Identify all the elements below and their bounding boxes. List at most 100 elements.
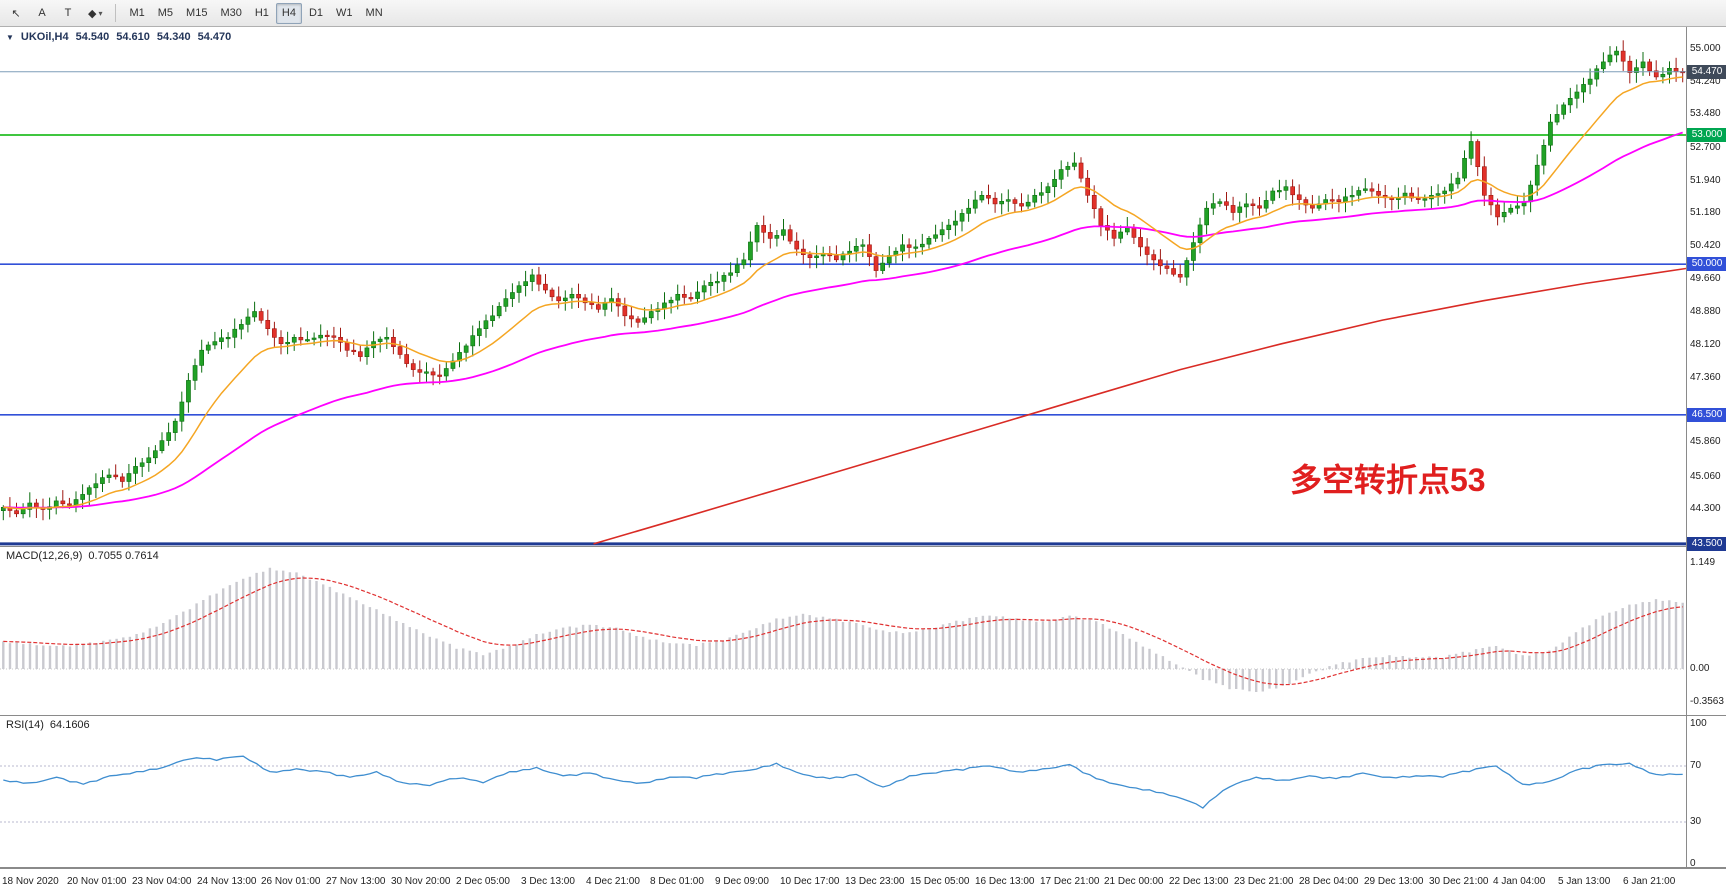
- timeframe-button-h4[interactable]: H4: [275, 2, 302, 24]
- cursor-tool-button[interactable]: ↖: [4, 3, 28, 24]
- toolbar-separator: [115, 4, 117, 22]
- macd-chart-canvas[interactable]: [0, 547, 1686, 715]
- time-axis-label: 9 Dec 09:00: [715, 876, 769, 887]
- price-axis-label: 48.880: [1690, 306, 1721, 317]
- price-badge-53.000: 53.000: [1687, 128, 1726, 142]
- time-axis[interactable]: 18 Nov 2020 20 Nov 01:00 23 Nov 04:00 24 No…: [0, 868, 1726, 894]
- macd-values: 0.7055 0.7614: [88, 550, 159, 562]
- time-axis-label: 5 Jan 13:00: [1558, 876, 1611, 887]
- time-axis-label: 3 Dec 13:00: [521, 876, 575, 887]
- rsi-chart-canvas[interactable]: [0, 716, 1686, 867]
- macd-axis-label: 0.00: [1690, 663, 1710, 674]
- price-axis-label: 45.060: [1690, 471, 1721, 482]
- time-axis-label: 10 Dec 17:00: [780, 876, 840, 887]
- time-axis-label: 27 Nov 13:00: [326, 876, 386, 887]
- chevron-down-icon: ▾: [98, 8, 103, 18]
- macd-axis-label: -0.3563: [1690, 696, 1724, 707]
- time-axis-label: 16 Dec 13:00: [975, 876, 1035, 887]
- timeframe-button-m15[interactable]: M15: [180, 3, 213, 24]
- time-axis-label: 13 Dec 23:00: [845, 876, 905, 887]
- rsi-panel[interactable]: RSI(14) 64.1606: [0, 716, 1726, 868]
- ma-fast-line: [3, 76, 1683, 510]
- rsi-axis-label: 100: [1690, 718, 1707, 729]
- price-chart-canvas[interactable]: [0, 27, 1686, 546]
- timeframe-button-d1[interactable]: D1: [303, 3, 329, 24]
- rsi-value: 64.1606: [49, 719, 90, 731]
- price-axis-label: 52.700: [1690, 142, 1721, 153]
- rsi-label: RSI(14) 64.1606: [6, 719, 90, 731]
- time-axis-label: 4 Jan 04:00: [1493, 876, 1546, 887]
- price-badge-54.470: 54.470: [1687, 65, 1726, 79]
- price-axis-label: 50.420: [1690, 240, 1721, 251]
- ohlc-high: 54.610: [116, 31, 150, 43]
- macd-name: MACD(12,26,9): [6, 550, 83, 562]
- time-axis-label: 30 Nov 20:00: [391, 876, 451, 887]
- time-axis-label: 8 Dec 01:00: [650, 876, 704, 887]
- rsi-axis-label: 30: [1690, 816, 1702, 827]
- price-badge-50.000: 50.000: [1687, 257, 1726, 271]
- price-axis-label: 51.180: [1690, 207, 1721, 218]
- rsi-line: [3, 755, 1683, 809]
- timeframe-button-h1[interactable]: H1: [249, 3, 275, 24]
- ohlc-close: 54.470: [197, 31, 232, 43]
- macd-axis-label: 1.149: [1690, 557, 1716, 568]
- time-axis-label: 18 Nov 2020: [2, 876, 59, 887]
- price-badge-46.500: 46.500: [1687, 408, 1726, 422]
- text-tool-icon: A: [38, 7, 46, 19]
- toolbar: ↖ A T ◆ ▾ M1 M5 M15 M30 H1 H4 D1 W1 MN: [0, 0, 1726, 27]
- rsi-name: RSI(14): [6, 719, 44, 731]
- price-axis-label: 55.000: [1690, 43, 1721, 54]
- cursor-icon: ↖: [11, 7, 21, 20]
- price-axis-label: 45.860: [1690, 436, 1721, 447]
- timeframe-button-m30[interactable]: M30: [214, 3, 247, 24]
- ohlc-open: 54.540: [75, 31, 110, 43]
- symbol-dropdown-icon[interactable]: ▼: [6, 32, 14, 42]
- time-axis-label: 29 Dec 13:00: [1364, 876, 1424, 887]
- timeframe-button-mn[interactable]: MN: [360, 3, 389, 24]
- time-axis-label: 23 Dec 21:00: [1234, 876, 1294, 887]
- symbol-name: UKOil,H4: [20, 31, 69, 43]
- time-axis-label: 23 Nov 04:00: [132, 876, 192, 887]
- time-axis-label: 22 Dec 13:00: [1169, 876, 1229, 887]
- time-axis-label: 26 Nov 01:00: [261, 876, 321, 887]
- ma-medium-line: [3, 131, 1683, 509]
- symbol-info: ▼ UKOil,H4 54.540 54.610 54.340 54.470: [6, 31, 231, 43]
- timeframe-button-m1[interactable]: M1: [123, 3, 150, 24]
- price-axis-label: 44.300: [1690, 503, 1721, 514]
- price-axis-label: 51.940: [1690, 175, 1721, 186]
- time-axis-label: 15 Dec 05:00: [910, 876, 970, 887]
- price-panel[interactable]: ▼ UKOil,H4 54.540 54.610 54.340 54.470 多…: [0, 27, 1726, 547]
- price-axis-label: 53.480: [1690, 108, 1721, 119]
- chart-annotation-text[interactable]: 多空转折点53: [1290, 462, 1486, 498]
- price-badge-43.500: 43.500: [1687, 537, 1726, 551]
- time-axis-label: 20 Nov 01:00: [67, 876, 127, 887]
- time-axis-label: 6 Jan 21:00: [1623, 876, 1676, 887]
- time-axis-label: 17 Dec 21:00: [1040, 876, 1100, 887]
- timeframe-button-m5[interactable]: M5: [152, 3, 179, 24]
- time-axis-label: 24 Nov 13:00: [197, 876, 257, 887]
- time-axis-label: 4 Dec 21:00: [586, 876, 640, 887]
- timeframe-group: M1 M5 M15 M30 H1 H4 D1 W1 MN: [123, 2, 389, 24]
- shapes-tool-button[interactable]: ◆ ▾: [82, 3, 108, 24]
- price-axis-label: 49.660: [1690, 273, 1721, 284]
- text-label-tool-button[interactable]: T: [56, 3, 80, 24]
- price-axis[interactable]: 55.000 54.240 53.480 52.700 51.940 51.180 50.4…: [1686, 27, 1726, 869]
- ohlc-low: 54.340: [156, 31, 191, 43]
- time-axis-label: 28 Dec 04:00: [1299, 876, 1359, 887]
- macd-panel[interactable]: MACD(12,26,9) 0.7055 0.7614: [0, 547, 1726, 716]
- price-axis-label: 47.360: [1690, 372, 1721, 383]
- rsi-axis-label: 0: [1690, 858, 1696, 869]
- shapes-icon: ◆: [88, 7, 97, 20]
- rsi-axis-label: 70: [1690, 760, 1702, 771]
- ma-slow-line: [593, 267, 1686, 545]
- time-axis-label: 2 Dec 05:00: [456, 876, 510, 887]
- text-label-icon: T: [64, 7, 72, 19]
- time-axis-label: 21 Dec 00:00: [1104, 876, 1164, 887]
- macd-label: MACD(12,26,9) 0.7055 0.7614: [6, 550, 159, 562]
- timeframe-button-w1[interactable]: W1: [330, 3, 359, 24]
- text-tool-button[interactable]: A: [30, 3, 54, 24]
- time-axis-label: 30 Dec 21:00: [1429, 876, 1489, 887]
- price-axis-label: 48.120: [1690, 339, 1721, 350]
- chart-area: ▼ UKOil,H4 54.540 54.610 54.340 54.470 多…: [0, 27, 1726, 894]
